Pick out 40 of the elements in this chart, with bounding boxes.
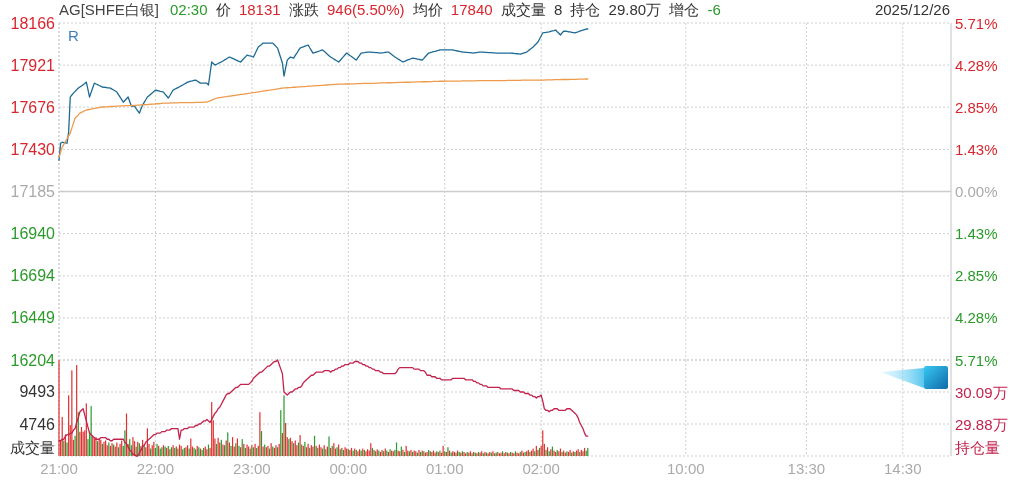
y-axis-title: 成交量 [10,439,55,456]
text: 2025/12/26 [874,1,950,18]
y-tick-label: 16449 [10,309,56,327]
y2-tick-label: 2.85% [955,267,998,285]
y-tick-label: 17676 [10,98,56,116]
text: 02:30 价 18131 涨跌 946(5.50%) 均价 17840 成交量 8 持仓 29.80万 增仓 -6 [170,1,721,18]
x-tick-label: 02:00 [522,459,560,477]
y2-axis-title: 持仓量 [955,439,1000,456]
chart-title: AG[SHFE白银] [59,1,160,18]
y2-tick-label: 30.09万 [955,383,1008,401]
y-tick-label: 17185 [10,183,56,200]
line-series [58,28,589,161]
x-tick-label: 13:30 [787,459,826,477]
y-tick-label: 18166 [10,14,56,32]
y-tick-label: 16204 [10,351,56,369]
x-tick-label: 14:30 [884,459,922,477]
x-tick-label: 00:00 [329,459,368,477]
y2-tick-label: 1.43% [955,140,998,158]
y-tick-label: 4746 [19,415,56,433]
x-tick-label: 10:00 [667,459,705,477]
annotation: R [68,27,79,44]
x-tick-label: 01:00 [425,459,464,477]
y-tick-label: 16694 [10,267,56,285]
y2-tick-label: 5.71% [955,351,998,369]
y-tick-label: 16940 [10,225,56,243]
x-tick-label: 23:00 [233,459,271,477]
y2-tick-label: 5.71% [955,14,998,32]
line-series [58,78,589,158]
y2-tick-label: 4.28% [955,309,998,327]
x-tick-label: 22:00 [136,459,175,477]
y2-tick-label: 4.28% [955,56,998,74]
y2-tick-label: 1.43% [955,225,998,243]
y2-tick-label: 0.00% [955,183,998,200]
y2-tick-label: 29.88万 [955,415,1008,433]
y-tick-label: 17921 [10,56,56,74]
y2-tick-label: 2.85% [955,98,998,116]
y-tick-label: 9493 [19,383,56,401]
line-series [58,359,589,457]
x-tick-label: 21:00 [40,459,78,477]
y-tick-label: 17430 [10,140,56,158]
